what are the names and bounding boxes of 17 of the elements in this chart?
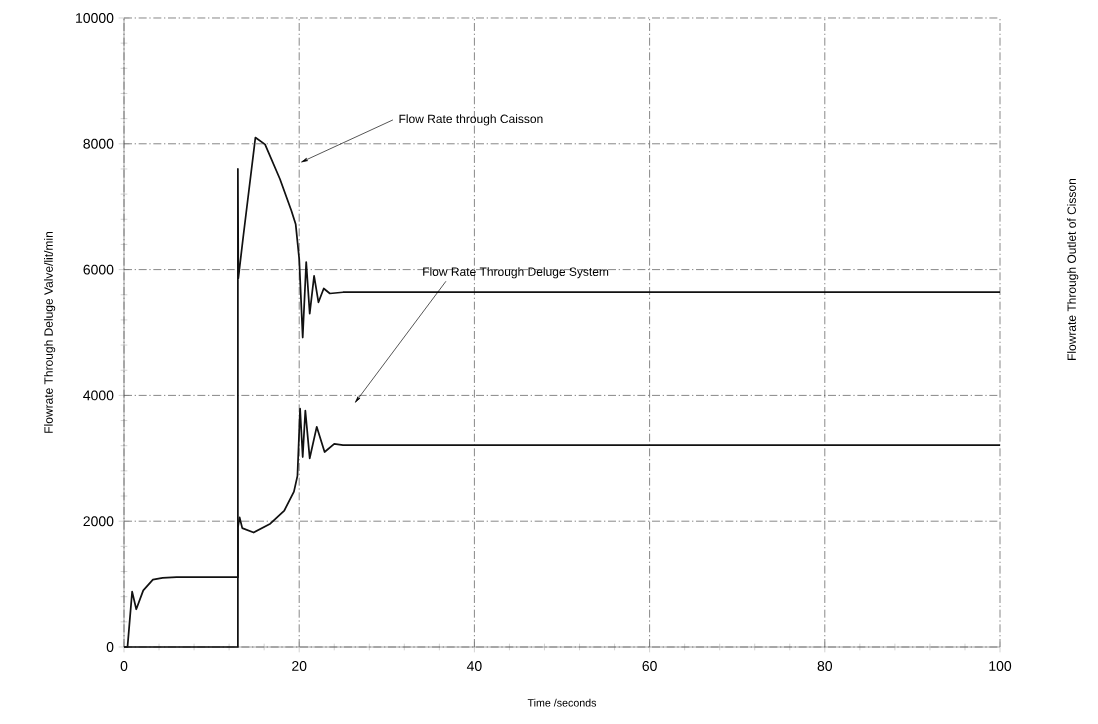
y-tick-label: 0	[106, 642, 114, 652]
x-tick-label: 60	[642, 661, 657, 671]
x-tick-label: 20	[292, 661, 307, 671]
text: Flowrate Through Outlet of Cisson	[1067, 179, 1079, 360]
y-tick-label: 6000	[83, 264, 114, 275]
x-tick-label: 80	[817, 661, 833, 671]
x-tick-label: 100	[989, 661, 1012, 671]
y-axis-title: Flowrate Through Deluge Valve/lit/min	[44, 232, 56, 433]
annotation: Flow Rate Through Deluge System	[423, 267, 609, 279]
y-tick-label: 4000	[83, 390, 114, 401]
x-tick-label: 40	[466, 661, 482, 671]
y-tick-label: 10000	[76, 13, 114, 23]
y-tick-label: 8000	[83, 138, 114, 149]
x-axis-title: Time /seconds	[527, 698, 597, 707]
y-tick-label: 2000	[83, 516, 114, 527]
annotation: Flow Rate through Caisson	[399, 114, 543, 126]
x-tick-label: 0	[120, 661, 128, 671]
